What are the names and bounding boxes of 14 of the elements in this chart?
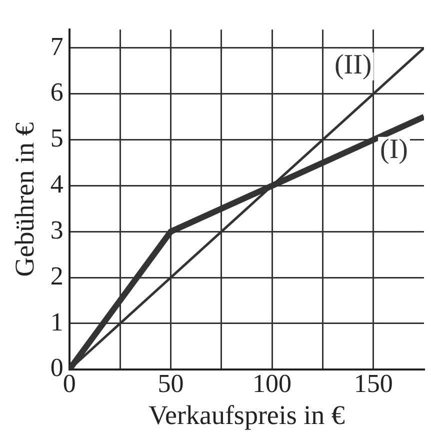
y-tick-label: 2 xyxy=(50,261,64,290)
y-tick-label: 5 xyxy=(50,124,64,153)
x-tick-label: 150 xyxy=(354,368,393,398)
x-tick-label: 50 xyxy=(158,368,184,398)
y-axis-title: Gebühren in € xyxy=(9,122,40,277)
y-tick-label: 3 xyxy=(50,215,64,244)
x-tick-label: 100 xyxy=(252,368,292,398)
x-axis-title: Verkaufspreis in € xyxy=(148,400,346,430)
y-tick-label: 4 xyxy=(50,170,64,199)
y-tick-label: 7 xyxy=(50,32,64,61)
y-tick-label: 6 xyxy=(50,78,64,107)
series-label: (I) xyxy=(380,134,408,166)
series-label: (II) xyxy=(334,50,372,81)
y-tick-label: 1 xyxy=(50,307,64,336)
